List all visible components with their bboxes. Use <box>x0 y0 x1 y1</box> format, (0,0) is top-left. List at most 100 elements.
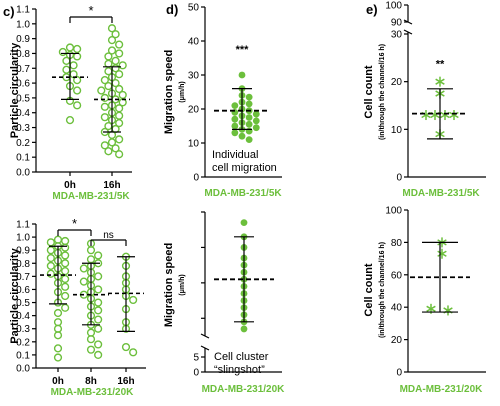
y-tick-label: 10 <box>188 139 200 150</box>
data-point <box>115 104 124 113</box>
y-tick-label: 0.8 <box>16 259 30 270</box>
panel-label-d: d) <box>166 2 178 17</box>
data-point <box>111 56 120 65</box>
data-point <box>115 70 124 79</box>
data-point <box>46 269 55 278</box>
x-tick-label: 8h <box>85 376 97 387</box>
data-point <box>100 113 109 122</box>
data-point <box>107 36 117 45</box>
y-tick-label: 1.0 <box>16 233 30 244</box>
data-point <box>118 90 127 100</box>
significance-label: ns <box>103 230 114 241</box>
data-point <box>61 259 70 268</box>
data-point <box>61 282 70 291</box>
data-point <box>111 144 120 153</box>
data-point <box>86 255 96 264</box>
x-tick-label: 0h <box>52 376 64 387</box>
y-tick-label: 0.5 <box>16 298 30 309</box>
y-tick-label: 10 <box>391 125 403 136</box>
y-axis-unit: (in/through the channel/16 h) <box>379 242 386 338</box>
data-point <box>430 110 440 121</box>
y-tick-label: 20 <box>391 335 403 346</box>
y-tick-label: 30 <box>391 30 403 41</box>
data-point <box>94 315 103 324</box>
y-tick-label: 0.2 <box>16 337 30 348</box>
data-point <box>53 344 63 353</box>
data-point <box>240 219 248 227</box>
y-tick-label: 30 <box>188 71 200 82</box>
data-point <box>245 127 253 135</box>
data-point <box>79 264 88 273</box>
data-point <box>46 253 55 263</box>
y-tick-label: 0 <box>193 173 199 184</box>
data-point <box>61 291 70 301</box>
data-point <box>115 49 124 58</box>
y-tick-label: 0.4 <box>16 311 30 322</box>
data-point <box>53 308 63 318</box>
data-point <box>53 318 63 327</box>
y-tick-label: 0.4 <box>16 108 30 119</box>
y-axis-label: Migration speed <box>163 243 175 327</box>
annotation-line: “slingshot” <box>214 364 265 376</box>
y-tick-label: 0.5 <box>16 93 30 104</box>
x-axis-title: MDA-MB-231/20K <box>202 384 286 395</box>
y-tick-label: 0.9 <box>16 246 30 257</box>
data-point <box>46 261 55 270</box>
data-point <box>107 138 117 147</box>
data-point <box>73 86 82 95</box>
y-tick-label: 20 <box>188 105 200 116</box>
y-tick-label: 0.0 <box>16 364 30 375</box>
y-tick-label: 0.6 <box>16 285 30 296</box>
data-point <box>111 30 120 39</box>
data-point <box>104 52 113 61</box>
x-axis-title: MDA-MB-231/20K <box>51 387 135 398</box>
y-tick-label: 100 <box>385 206 402 217</box>
data-point-stroke <box>435 78 445 85</box>
data-point <box>53 235 63 244</box>
data-point <box>118 61 127 70</box>
annotation-line: Individual <box>212 149 258 161</box>
data-point <box>100 76 109 85</box>
x-axis-title: MDA-MB-231/5K <box>402 188 480 199</box>
y-tick-label: 0.8 <box>16 49 30 60</box>
y-tick-label: 0.1 <box>16 153 30 164</box>
data-point <box>94 306 103 315</box>
x-tick-label: 16h <box>103 180 120 191</box>
data-point <box>86 335 96 344</box>
data-point <box>245 120 253 128</box>
data-point <box>97 86 106 95</box>
data-point <box>65 43 75 52</box>
data-point <box>73 44 82 54</box>
data-point <box>61 274 70 284</box>
data-point-stroke <box>426 305 436 312</box>
panel-label-e: e) <box>366 2 378 17</box>
data-point <box>252 110 260 118</box>
y-tick-label: 0.7 <box>16 64 30 75</box>
annotation-line: Cell cluster <box>214 351 269 363</box>
data-point <box>53 353 63 362</box>
data-point <box>61 243 70 252</box>
y-tick-label: 0 <box>193 368 199 379</box>
panel-label-c: c) <box>3 4 15 19</box>
data-point <box>252 124 260 132</box>
data-point <box>94 298 103 307</box>
data-point <box>231 102 239 109</box>
data-point <box>115 111 124 120</box>
data-point <box>62 65 71 74</box>
data-point <box>58 47 67 57</box>
data-point <box>94 324 103 333</box>
axis-break-mark <box>403 29 413 35</box>
data-point <box>61 251 70 260</box>
y-tick-label: 0.3 <box>16 324 30 335</box>
data-point <box>46 246 55 255</box>
data-point <box>238 71 246 79</box>
y-axis-label: Cell count <box>363 263 375 317</box>
y-tick-label: 90 <box>391 18 403 29</box>
data-point <box>86 345 96 354</box>
y-tick-label: 40 <box>391 303 403 314</box>
data-point <box>94 350 103 360</box>
data-point <box>73 76 82 85</box>
data-point <box>94 340 103 349</box>
y-tick-label: 5 <box>193 353 199 364</box>
y-axis-label: Migration speed <box>163 50 175 134</box>
